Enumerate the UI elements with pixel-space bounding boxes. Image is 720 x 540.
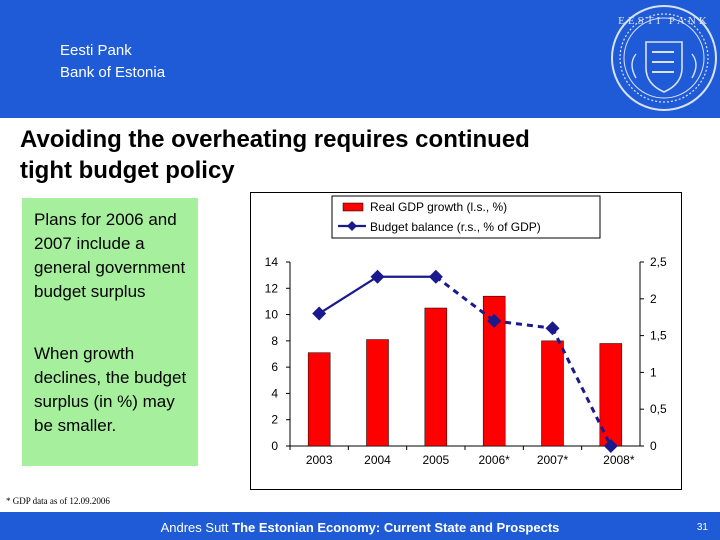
left-axis-tick-label: 14	[265, 255, 279, 269]
gdp-bars	[307, 295, 623, 447]
x-axis-label: 2003	[306, 453, 333, 467]
x-axis-labels: 2003 2004 2005 2006* 2007* 2008*	[289, 446, 635, 467]
x-axis-label: 2006*	[478, 453, 510, 467]
gdp-bar	[366, 339, 389, 447]
legend-bar-swatch	[342, 202, 364, 212]
left-axis-ticks: 0 2 4 6 8 10 12 14	[265, 255, 290, 453]
budget-line-segment	[318, 275, 379, 315]
budget-point	[545, 321, 560, 336]
slide-title: Avoiding the overheating requires contin…	[20, 124, 700, 186]
budget-line-segment	[434, 275, 496, 323]
gdp-budget-chart: Real GDP growth (l.s., %) Budget balance…	[250, 192, 682, 490]
footer-presentation-title: The Estonian Economy: Current State and …	[232, 520, 560, 535]
left-axis-tick-label: 12	[265, 281, 279, 295]
header-bar: Eesti Pank Bank of Estonia EESTI PANK	[0, 0, 720, 118]
bank-name-estonian: Eesti Pank	[60, 42, 132, 59]
eesti-pank-seal-icon: EESTI PANK	[611, 5, 717, 111]
slide-title-line-2: tight budget policy	[20, 157, 235, 184]
budget-point	[312, 306, 327, 321]
gdp-bar	[541, 340, 564, 447]
budget-point	[487, 313, 502, 328]
left-axis-tick-label: 2	[271, 413, 278, 427]
x-axis-label: 2004	[364, 453, 391, 467]
footer-text: Andres Sutt The Estonian Economy: Curren…	[0, 520, 720, 535]
legend-label-budget: Budget balance (r.s., % of GDP)	[370, 220, 541, 234]
gdp-bar	[307, 352, 331, 447]
right-axis-tick-label: 0	[650, 439, 657, 453]
x-axis-label: 2007*	[537, 453, 569, 467]
x-axis-label: 2008*	[603, 453, 635, 467]
x-axis-label: 2005	[422, 453, 449, 467]
left-axis-tick-label: 0	[271, 439, 278, 453]
legend-marker-swatch	[347, 221, 357, 231]
left-axis-tick-label: 8	[271, 334, 278, 348]
budget-line	[312, 269, 618, 453]
right-axis-tick-label: 0,5	[650, 402, 667, 416]
budget-point	[603, 439, 618, 453]
right-axis-tick-label: 2	[650, 292, 657, 306]
right-axis-tick-label: 1	[650, 365, 657, 379]
left-axis-tick-label: 10	[265, 308, 279, 322]
summary-paragraph-2: When growth declines, the budget surplus…	[34, 344, 187, 435]
chart-legend: Real GDP growth (l.s., %) Budget balance…	[331, 195, 601, 239]
budget-point	[370, 269, 385, 284]
page-number: 31	[696, 522, 708, 533]
left-axis-tick-label: 4	[271, 386, 278, 400]
bank-name-english: Bank of Estonia	[60, 64, 166, 81]
right-axis-tick-label: 2,5	[650, 255, 667, 269]
legend-label-gdp: Real GDP growth (l.s., %)	[370, 200, 507, 214]
summary-textbox: Plans for 2006 and 2007 include a genera…	[22, 198, 198, 466]
right-axis-ticks: 0 0,5 1 1,5 2 2,5	[640, 255, 667, 453]
budget-point	[428, 269, 443, 284]
footnote: * GDP data as of 12.09.2006	[6, 496, 110, 506]
legend-box	[331, 195, 601, 239]
right-axis-tick-label: 1,5	[650, 329, 667, 343]
gdp-bar	[482, 295, 506, 447]
footer-author: Andres Sutt	[160, 520, 229, 535]
slide-title-line-1: Avoiding the overheating requires contin…	[20, 126, 530, 153]
footer-bar: Andres Sutt The Estonian Economy: Curren…	[0, 512, 720, 540]
svg-text:EESTI PANK: EESTI PANK	[618, 15, 710, 27]
summary-paragraph-1: Plans for 2006 and 2007 include a genera…	[34, 210, 186, 301]
gdp-bar	[424, 307, 448, 447]
budget-line-segment	[493, 319, 553, 330]
left-axis-tick-label: 6	[271, 360, 278, 374]
